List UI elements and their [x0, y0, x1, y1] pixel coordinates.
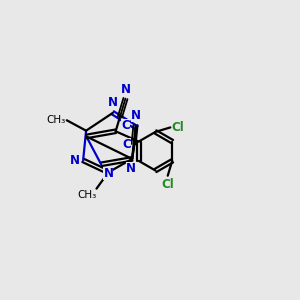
Text: C: C — [122, 138, 131, 151]
Text: N: N — [126, 163, 136, 176]
Text: N: N — [130, 109, 141, 122]
Text: Cl: Cl — [172, 121, 184, 134]
Text: N: N — [121, 82, 130, 96]
Text: N: N — [70, 154, 80, 167]
Text: N: N — [108, 96, 118, 109]
Text: C: C — [122, 118, 130, 131]
Text: CH₃: CH₃ — [46, 115, 65, 125]
Text: N: N — [103, 167, 113, 180]
Text: CH₃: CH₃ — [77, 190, 97, 200]
Text: Cl: Cl — [161, 178, 174, 191]
